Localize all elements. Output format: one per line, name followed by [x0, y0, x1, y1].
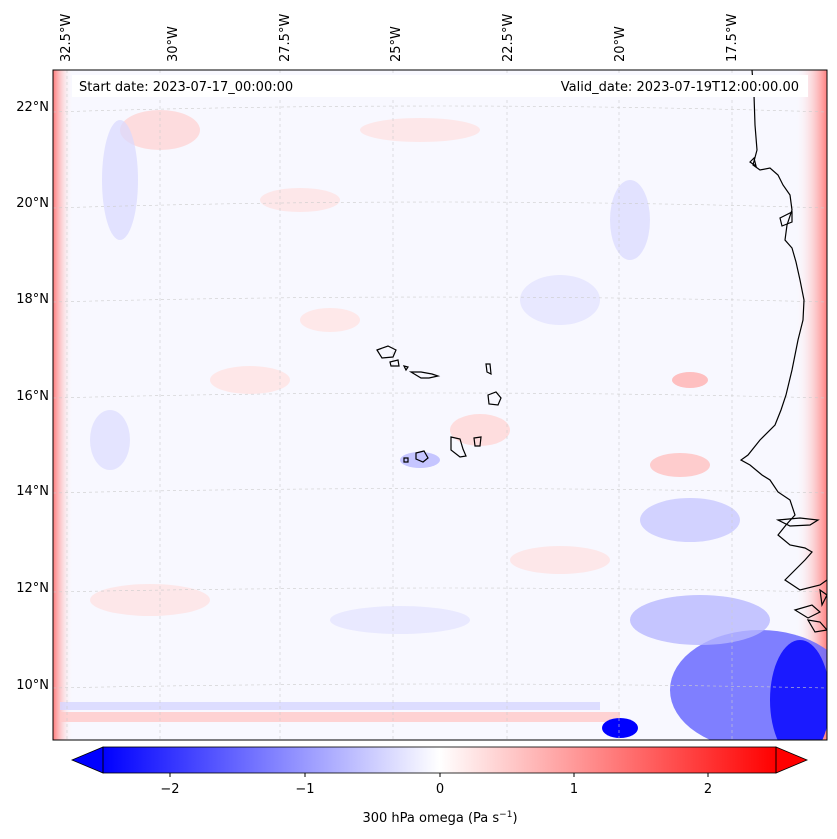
lon-label: 17.5°W [725, 14, 740, 62]
colorbar-tick-label: 0 [436, 782, 444, 797]
lat-label: 22°N [16, 100, 49, 115]
africa-coastline [739, 70, 827, 591]
colorbar-extend-max [775, 746, 809, 774]
lat-label: 10°N [16, 678, 49, 693]
longitude-labels: 32.5°W 30°W 27.5°W 25°W 22.5°W 20°W 17.5… [59, 14, 740, 62]
island-fogo [415, 450, 429, 463]
lon-label: 22.5°W [501, 14, 516, 62]
lon-label: 27.5°W [278, 14, 293, 62]
island-santa-luzia [402, 365, 409, 372]
latitude-labels: 22°N 20°N 18°N 16°N 14°N 12°N 10°N [16, 100, 49, 693]
map-frame [52, 69, 828, 741]
lat-label: 12°N [16, 581, 49, 596]
date-info-box [72, 75, 808, 97]
colorbar-tick-label: −1 [295, 782, 314, 797]
map-plot-area [53, 70, 827, 740]
start-date-label: Start date: 2023-07-17_00:00:00 [79, 80, 293, 95]
colorbar-extend-min [70, 746, 104, 774]
island-sao-nicolau [408, 371, 441, 379]
coastline [739, 70, 827, 633]
lon-label: 32.5°W [59, 14, 74, 62]
island-maio [473, 436, 482, 447]
lat-label: 20°N [16, 196, 49, 211]
colorbar-tick-label: 2 [704, 782, 712, 797]
island-santo-antao [376, 345, 397, 359]
lon-label: 30°W [166, 26, 181, 62]
island-boa-vista [487, 391, 502, 406]
lon-label: 25°W [389, 26, 404, 62]
cape-verde-islands [376, 345, 502, 463]
lat-label: 18°N [16, 292, 49, 307]
island-sao-vicente [389, 359, 400, 367]
omega-field [53, 70, 827, 740]
lon-label: 20°W [613, 26, 628, 62]
lat-label: 16°N [16, 389, 49, 404]
graticule [53, 70, 827, 740]
colorbar: −2 −1 0 1 2 300 hPa omega (Pa s−1) [70, 746, 809, 826]
colorbar-tick-label: 1 [570, 782, 578, 797]
colorbar-body [103, 747, 776, 773]
valid-date-label: Valid_date: 2023-07-19T12:00:00.00 [561, 80, 799, 95]
colorbar-label: 300 hPa omega (Pa s−1) [362, 810, 517, 826]
island-sal [485, 363, 492, 376]
island-santiago [450, 436, 467, 458]
island-brava [403, 457, 409, 463]
lat-label: 14°N [16, 484, 49, 499]
colorbar-tick-label: −2 [160, 782, 179, 797]
